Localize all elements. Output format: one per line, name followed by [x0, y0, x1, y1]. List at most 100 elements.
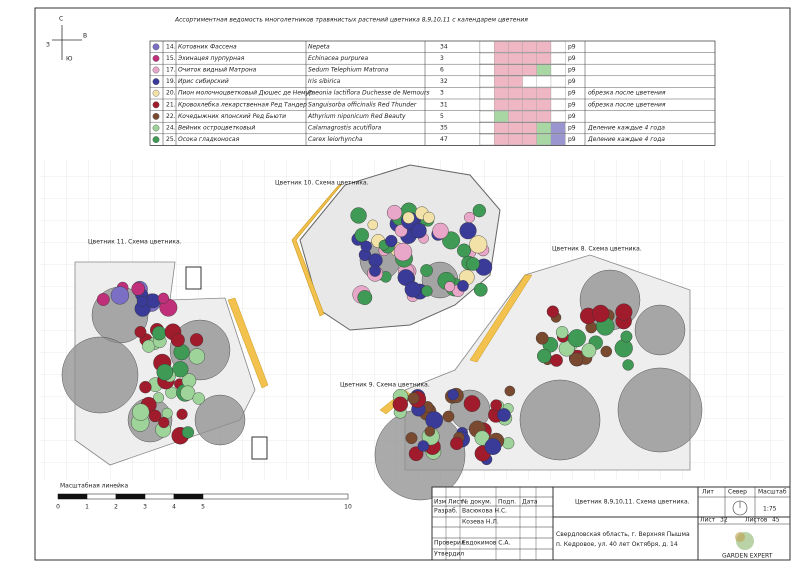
plant: [357, 290, 373, 305]
scale-tick-label: 10: [344, 504, 352, 511]
calendar-cell: [550, 41, 566, 53]
stamp-person: Евдокимов С.А.: [462, 540, 511, 547]
row-code: р9: [568, 67, 576, 74]
stamp-label: Листов: [745, 517, 768, 524]
calendar-cell: [508, 134, 523, 146]
plant: [369, 265, 381, 277]
row-qty: 34: [440, 43, 448, 50]
stamp-value: 1:75: [763, 506, 777, 513]
calendar-cell: [522, 87, 537, 99]
calendar-cell: [508, 99, 523, 111]
row-name-ru: Ирис сибирский: [178, 78, 229, 85]
row-code: р9: [568, 78, 576, 85]
calendar-cell: [479, 64, 495, 76]
calendar-cell: [479, 110, 495, 122]
row-name-ru: Очиток видный Матрона: [178, 67, 257, 74]
plant: [386, 205, 403, 221]
plant: [457, 280, 469, 292]
calendar-cell: [550, 110, 566, 122]
bed-label: Цветник 9. Схема цветника.: [340, 382, 430, 389]
plant-table: 14. Котовник Фассена Nepeta 34 р9 15. Эхинацея…: [149, 40, 716, 146]
plant: [464, 211, 476, 223]
shrub: [617, 367, 703, 453]
row-name-ru: Котовник Фассена: [178, 43, 237, 50]
calendar-cell: [508, 87, 523, 99]
plant: [497, 408, 511, 422]
legend-swatch: [152, 55, 160, 62]
plant: [450, 436, 464, 451]
stamp-header: № докум.: [462, 499, 492, 506]
plant: [614, 339, 633, 358]
row-note: обрезка после цветения: [588, 90, 666, 97]
calendar-cell: [494, 110, 509, 122]
legend-swatch: [152, 101, 160, 109]
calendar-cell: [479, 52, 495, 64]
legend-swatch: [152, 66, 160, 74]
calendar-cell: [536, 41, 552, 53]
calendar-cell: [522, 41, 537, 53]
row-name-ru: Пион молочноцветковый Дюшес де Немур: [178, 90, 313, 97]
calendar-cell: [550, 87, 566, 99]
scale-segment: [57, 493, 88, 500]
shrub: [519, 379, 601, 461]
plan: [61, 164, 703, 501]
frame: [34, 7, 791, 561]
row-code: р9: [568, 136, 576, 143]
plant: [442, 410, 455, 423]
row-name-lat: Sanguisorba officinalis Red Thunder: [308, 101, 417, 108]
calendar-cell: [522, 99, 537, 111]
row-number: 14.: [166, 43, 176, 50]
plant: [360, 240, 372, 252]
plant: [591, 304, 610, 323]
shrub: [634, 304, 686, 356]
address-line: Свердловская область, г. Верхняя Пышма: [556, 531, 690, 538]
stamp-role: Проверил: [434, 540, 465, 547]
calendar-cell: [536, 134, 552, 146]
stamp-value: 32: [720, 517, 728, 524]
row-qty: 31: [440, 101, 448, 108]
plant: [385, 234, 398, 248]
calendar-cell: [522, 110, 537, 122]
row-name-lat: Calamagrostis acutiflora: [308, 125, 382, 132]
calendar-cell: [550, 64, 566, 76]
calendar-cell: [522, 64, 537, 76]
calendar-cell: [508, 76, 523, 88]
calendar-cell: [536, 122, 552, 134]
row-name-lat: Nepeta: [308, 43, 330, 50]
plant: [622, 359, 634, 371]
plant: [156, 363, 174, 381]
plant: [131, 281, 145, 296]
stamp-role: Разраб.: [434, 508, 458, 515]
plant: [407, 392, 420, 405]
scale-bar: Масштабная линейка 0 1 2 3 4 5 10: [56, 483, 352, 511]
stamp-label: Лист: [700, 517, 716, 524]
plant: [423, 211, 435, 224]
calendar-cell: [536, 76, 552, 88]
scale-segment: [202, 493, 349, 500]
plant: [567, 329, 586, 348]
stamp-header: Лист: [448, 499, 464, 506]
plant: [444, 281, 456, 292]
calendar-cell: [494, 64, 509, 76]
scale-segment: [173, 493, 204, 500]
plant: [134, 326, 147, 338]
scale-tick-label: 0: [56, 504, 60, 511]
plant: [132, 403, 150, 421]
plant: [148, 409, 162, 423]
calendar-cell: [494, 52, 509, 64]
plant: [136, 295, 148, 307]
legend-swatch: [152, 89, 160, 97]
calendar-cell: [479, 87, 495, 99]
calendar-cell: [494, 87, 509, 99]
row-number: 25.: [166, 136, 176, 143]
row-number: 19.: [166, 78, 176, 85]
calendar-cell: [551, 122, 565, 134]
plant: [417, 440, 430, 452]
row-number: 21.: [166, 101, 176, 108]
compass-south: Ю: [66, 56, 73, 63]
plant: [484, 438, 502, 455]
plant: [569, 352, 584, 367]
plant: [157, 292, 169, 304]
